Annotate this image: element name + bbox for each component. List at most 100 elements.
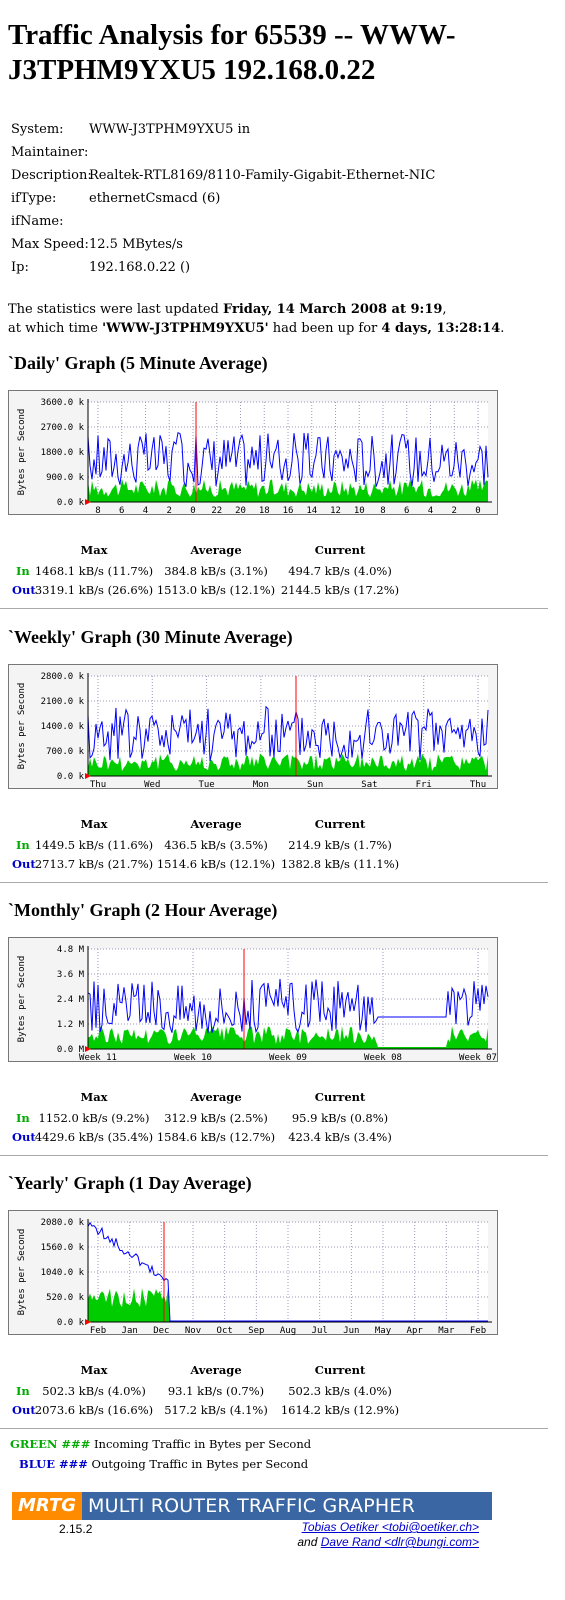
x-tick-label: 6 (119, 506, 124, 515)
y-tick-label: 2.4 M (57, 995, 85, 1005)
y-tick-label: 0.0 k (57, 772, 85, 782)
x-tick-label: Oct (217, 1326, 233, 1335)
header-average: Average (190, 1363, 242, 1377)
out-max: 2073.6 kB/s (16.6%) (34, 1403, 154, 1417)
incoming-traffic-area (88, 753, 488, 776)
y-axis-label: Bytes per Second (17, 1229, 27, 1316)
x-tick-label: Week 09 (269, 1053, 307, 1062)
author-1-link[interactable]: Tobias Oetiker <tobi@oetiker.ch> (301, 1520, 479, 1534)
header-current: Current (314, 817, 366, 831)
logo-mrtg: MRTG (12, 1492, 83, 1520)
x-tick-label: Feb (90, 1326, 106, 1335)
header-average: Average (190, 1090, 242, 1104)
x-tick-label: 0 (190, 506, 195, 515)
x-tick-label: 4 (428, 506, 433, 515)
y-tick-label: 1040.0 k (41, 1268, 85, 1278)
y-axis-label: Bytes per Second (17, 683, 27, 770)
row-label-out: Out (12, 583, 36, 597)
x-tick-label: Week 10 (174, 1053, 212, 1062)
y-tick-label: 0.0 M (57, 1045, 85, 1055)
section-divider (0, 1155, 548, 1156)
graph-title-0: `Daily' Graph (5 Minute Average) (8, 353, 268, 373)
out-average: 1514.6 kB/s (12.1%) (156, 857, 276, 871)
in-current: 494.7 kB/s (4.0%) (288, 564, 392, 578)
y-tick-label: 2100.0 k (41, 697, 85, 707)
uptime: 4 days, 13:28:14 (381, 321, 501, 336)
x-tick-label: Sep (248, 1326, 264, 1335)
x-tick-label: Wed (144, 780, 160, 789)
x-tick-label: 2 (452, 506, 457, 515)
in-max: 1449.5 kB/s (11.6%) (34, 838, 154, 852)
y-tick-label: 1560.0 k (41, 1243, 85, 1253)
out-current: 1614.2 kB/s (12.9%) (280, 1403, 400, 1417)
in-current: 214.9 kB/s (1.7%) (288, 838, 392, 852)
y-tick-label: 1.2 M (57, 1020, 85, 1030)
in-average: 312.9 kB/s (2.5%) (164, 1111, 268, 1125)
row-label-in: In (16, 838, 30, 852)
graph-title-2: `Monthly' Graph (2 Hour Average) (8, 900, 278, 920)
x-tick-label: May (375, 1326, 392, 1335)
y-axis-label: Bytes per Second (17, 956, 27, 1043)
author-2-link[interactable]: Dave Rand <dlr@bungi.com> (320, 1535, 479, 1549)
x-tick-label: Aug (280, 1326, 296, 1335)
out-average: 517.2 kB/s (4.1%) (164, 1403, 268, 1417)
x-tick-label: Tue (198, 780, 214, 789)
graph-title-1: `Weekly' Graph (30 Minute Average) (8, 627, 293, 647)
x-tick-label: Dec (153, 1326, 169, 1335)
x-tick-label: Thu (90, 780, 106, 789)
out-average: 1513.0 kB/s (12.1%) (156, 583, 276, 597)
out-average: 1584.6 kB/s (12.7%) (156, 1130, 276, 1144)
y-tick-label: 700.0 k (46, 747, 85, 757)
outgoing-traffic-line (87, 431, 489, 488)
out-current: 1382.8 kB/s (11.1%) (280, 857, 400, 871)
row-label-out: Out (12, 857, 36, 871)
x-tick-label: Week 07 (459, 1053, 497, 1062)
last-updated-text: The statistics were last updated Friday,… (8, 302, 505, 336)
y-tick-label: 3.6 M (57, 970, 85, 980)
header-current: Current (314, 1363, 366, 1377)
section-divider (0, 882, 548, 883)
y-tick-label: 2080.0 k (41, 1218, 85, 1228)
row-label-out: Out (12, 1403, 36, 1417)
x-tick-label: Sun (307, 780, 323, 789)
y-tick-label: 520.0 k (46, 1293, 85, 1303)
header-max: Max (80, 543, 108, 557)
x-tick-label: 8 (95, 506, 100, 515)
x-tick-label: Mar (438, 1326, 455, 1335)
outgoing-traffic-line (87, 979, 489, 1034)
host-name: 'WWW-J3TPHM9YXU5' (102, 321, 269, 336)
graph-title-3: `Yearly' Graph (1 Day Average) (8, 1173, 252, 1193)
in-average: 436.5 kB/s (3.5%) (164, 838, 268, 852)
y-tick-label: 0.0 k (57, 498, 85, 508)
out-current: 2144.5 kB/s (17.2%) (280, 583, 400, 597)
x-tick-label: 6 (404, 506, 409, 515)
y-tick-label: 0.0 k (57, 1318, 85, 1328)
header-max: Max (80, 817, 108, 831)
x-tick-label: Jul (312, 1326, 328, 1335)
header-current: Current (314, 1090, 366, 1104)
x-tick-label: Week 08 (364, 1053, 402, 1062)
header-max: Max (80, 1090, 108, 1104)
mrtg-logo[interactable]: MRTG MULTI ROUTER TRAFFIC GRAPHER (12, 1492, 492, 1520)
x-tick-label: Mon (253, 780, 269, 789)
x-tick-label: 22 (211, 506, 222, 515)
authors: Tobias Oetiker <tobi@oetiker.ch> and Dav… (297, 1520, 479, 1549)
x-tick-label: 4 (143, 506, 148, 515)
header-max: Max (80, 1363, 108, 1377)
x-tick-label: Apr (407, 1326, 424, 1335)
incoming-traffic-area (88, 1026, 488, 1049)
x-tick-label: 0 (475, 506, 480, 515)
in-max: 1468.1 kB/s (11.7%) (34, 564, 154, 578)
x-tick-label: 10 (354, 506, 365, 515)
x-tick-label: 2 (167, 506, 172, 515)
x-tick-label: Jan (122, 1326, 138, 1335)
version: 2.15.2 (59, 1522, 93, 1536)
x-tick-label: Fri (416, 780, 432, 789)
traffic-graph-2: Bytes per Second 4.8 M 3.6 M 2.4 M 1.2 M 0.0 … (8, 937, 498, 1062)
x-tick-label: Nov (185, 1326, 201, 1335)
legend-incoming: GREEN ### Incoming Traffic in Bytes per … (10, 1437, 312, 1451)
in-current: 502.3 kB/s (4.0%) (288, 1384, 392, 1398)
row-label-in: In (16, 564, 30, 578)
x-tick-label: Jun (343, 1326, 359, 1335)
x-tick-label: 16 (283, 506, 294, 515)
